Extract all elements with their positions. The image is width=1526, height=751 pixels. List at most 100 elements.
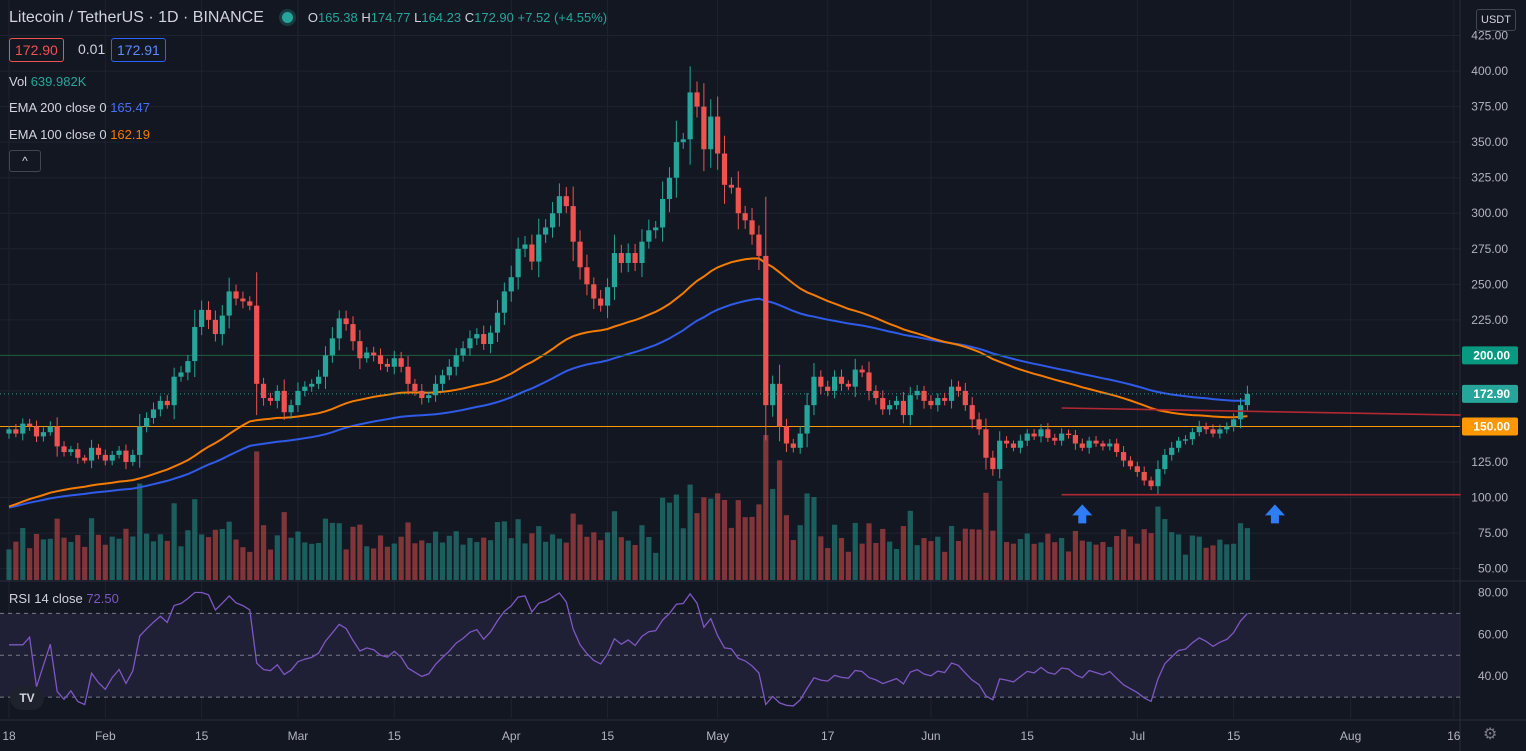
candle-body: [1224, 426, 1230, 430]
candle-body: [116, 450, 122, 455]
volume-bar: [529, 533, 535, 580]
volume-bar: [102, 544, 108, 580]
time-tick-label: 15: [195, 729, 209, 743]
candle-body: [302, 386, 308, 391]
volume-bar: [708, 498, 714, 580]
volume-bar: [1169, 532, 1175, 580]
volume-bar: [625, 540, 631, 580]
volume-bar: [687, 484, 693, 580]
candle-body: [570, 206, 576, 242]
currency-button[interactable]: USDT: [1476, 9, 1516, 31]
time-tick-label: Jul: [1130, 729, 1145, 743]
candle-body: [694, 92, 700, 107]
volume-bar: [811, 497, 817, 580]
candle-body: [123, 450, 129, 463]
rsi-tick-label: 60.00: [1478, 627, 1508, 641]
volume-bar: [240, 547, 246, 580]
candle-body: [1017, 440, 1023, 448]
volume-bar: [274, 535, 280, 580]
volume-bar: [130, 536, 136, 580]
candle-body: [976, 419, 982, 430]
ema200-legend[interactable]: EMA 200 close 0 165.47: [9, 100, 150, 115]
volume-bar: [460, 544, 466, 580]
volume-bar: [47, 538, 53, 580]
volume-bar: [770, 488, 776, 580]
volume-bar: [701, 497, 707, 580]
volume-bar: [742, 517, 748, 580]
candle-body: [343, 318, 349, 325]
candle-body: [907, 395, 913, 416]
volume-bar: [618, 537, 624, 580]
candle-body: [914, 390, 920, 396]
candle-body: [474, 334, 480, 339]
market-open-icon: [282, 12, 294, 23]
candle-body: [40, 432, 46, 437]
volume-bar: [364, 546, 370, 580]
volume-bar: [171, 503, 177, 580]
volume-bar: [1141, 529, 1147, 580]
candle-body: [921, 390, 927, 401]
volume-legend[interactable]: Vol 639.982K: [9, 74, 87, 89]
volume-bar: [1127, 536, 1134, 580]
collapse-legend-button[interactable]: ^: [9, 150, 41, 172]
volume-bar: [666, 502, 673, 580]
volume-bar: [309, 543, 315, 580]
candle-body: [680, 139, 686, 143]
volume-bar: [893, 548, 900, 580]
volume-bar: [1086, 541, 1092, 580]
candle-body: [54, 426, 60, 447]
candle-body: [309, 383, 315, 387]
candle-body: [928, 400, 934, 406]
price-tick-label: 250.00: [1471, 277, 1508, 291]
price-tick-label: 100.00: [1471, 491, 1508, 505]
time-tick-label: Feb: [95, 729, 116, 743]
candle-body: [1169, 447, 1175, 455]
rsi-legend[interactable]: RSI 14 close 72.50: [9, 591, 119, 606]
volume-bar: [233, 539, 239, 580]
volume-bar: [694, 513, 700, 580]
volume-bar: [556, 538, 562, 580]
volume-bar: [639, 525, 645, 580]
gear-icon[interactable]: ⚙: [1483, 726, 1498, 743]
candle-body: [611, 253, 618, 288]
volume-bar: [859, 543, 865, 580]
price-tick-label: 350.00: [1471, 135, 1508, 149]
candle-body: [804, 405, 810, 434]
tradingview-logo-icon[interactable]: TV: [10, 686, 44, 710]
volume-bar: [494, 522, 501, 580]
candle-body: [137, 426, 143, 455]
bid-price-box[interactable]: 172.90: [9, 38, 64, 62]
symbol-title[interactable]: Litecoin / TetherUS · 1D · BINANCE: [9, 9, 264, 26]
candle-body: [391, 358, 397, 367]
volume-bar: [955, 540, 962, 580]
volume-bar: [508, 538, 514, 580]
candle-body: [446, 366, 452, 376]
volume-bar: [1017, 538, 1023, 580]
ask-price-box[interactable]: 172.91: [111, 38, 166, 62]
candle-body: [1038, 429, 1044, 437]
volume-bar: [660, 497, 666, 580]
price-badge-label: 200.00: [1473, 348, 1510, 362]
candle-body: [797, 433, 803, 448]
arrow-up-icon: [1264, 504, 1285, 524]
candle-body: [1065, 433, 1072, 435]
candle-body: [673, 142, 679, 178]
volume-bar: [336, 523, 342, 580]
volume-bar: [439, 542, 446, 580]
volume-bar: [95, 534, 102, 580]
ema100-legend[interactable]: EMA 100 close 0 162.19: [9, 127, 150, 142]
candle-body: [983, 429, 989, 458]
price-tick-label: 375.00: [1471, 100, 1508, 114]
candle-body: [281, 390, 287, 413]
volume-bar: [185, 530, 191, 580]
candle-body: [199, 309, 205, 327]
volume-bar: [1231, 543, 1237, 580]
volume-bar: [577, 524, 583, 580]
candle-body: [893, 400, 900, 406]
candle-body: [178, 372, 184, 377]
volume-bar: [990, 530, 996, 580]
time-tick-label: 15: [1021, 729, 1035, 743]
volume-bar: [391, 543, 397, 580]
time-tick-label: 15: [601, 729, 615, 743]
